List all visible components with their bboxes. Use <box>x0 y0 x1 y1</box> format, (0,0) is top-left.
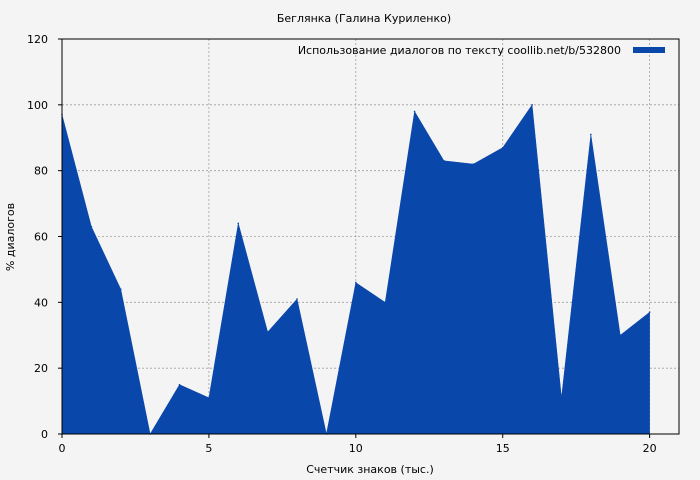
data-point <box>590 133 592 136</box>
chart-title: Беглянка (Галина Куриленко) <box>277 12 451 25</box>
y-tick-label: 20 <box>34 362 48 375</box>
data-point <box>619 334 622 337</box>
axes <box>58 38 680 438</box>
x-tick-label: 5 <box>205 442 212 455</box>
series-area-0 <box>61 104 650 435</box>
y-tick-label: 0 <box>41 428 48 441</box>
x-tick-label: 15 <box>496 442 510 455</box>
x-tick-label: 10 <box>349 442 363 455</box>
x-tick-labels: 0 5 10 15 20 <box>59 442 657 455</box>
data-point <box>443 159 445 162</box>
data-point <box>119 288 122 290</box>
legend-swatch <box>633 47 665 53</box>
data-point <box>531 104 533 106</box>
x-tick-label: 0 <box>59 442 66 455</box>
y-tick-label: 120 <box>27 33 48 46</box>
data-point <box>648 311 651 314</box>
x-tick-label: 20 <box>643 442 657 455</box>
data-point <box>208 396 210 399</box>
y-tick-labels: 0 20 40 60 80 100 120 <box>27 33 48 441</box>
data-point <box>413 110 416 113</box>
y-axis-label: % диалогов <box>4 203 17 271</box>
data-point <box>501 146 504 149</box>
data-point <box>355 281 357 284</box>
x-axis-label: Счетчик знаков (тыс.) <box>306 463 434 476</box>
legend-label: Использование диалогов по тексту coollib… <box>298 44 621 57</box>
data-point <box>237 222 240 225</box>
data-point <box>90 225 93 228</box>
data-point <box>296 298 298 300</box>
data-point <box>384 301 386 304</box>
data-point <box>472 163 475 165</box>
y-tick-label: 100 <box>27 99 48 112</box>
y-tick-label: 80 <box>34 165 48 178</box>
data-point <box>560 396 563 399</box>
data-point <box>266 331 269 333</box>
data-point <box>178 383 181 386</box>
legend: Использование диалогов по тексту coollib… <box>298 44 665 57</box>
y-tick-label: 40 <box>34 296 48 309</box>
y-tick-label: 60 <box>34 231 48 244</box>
